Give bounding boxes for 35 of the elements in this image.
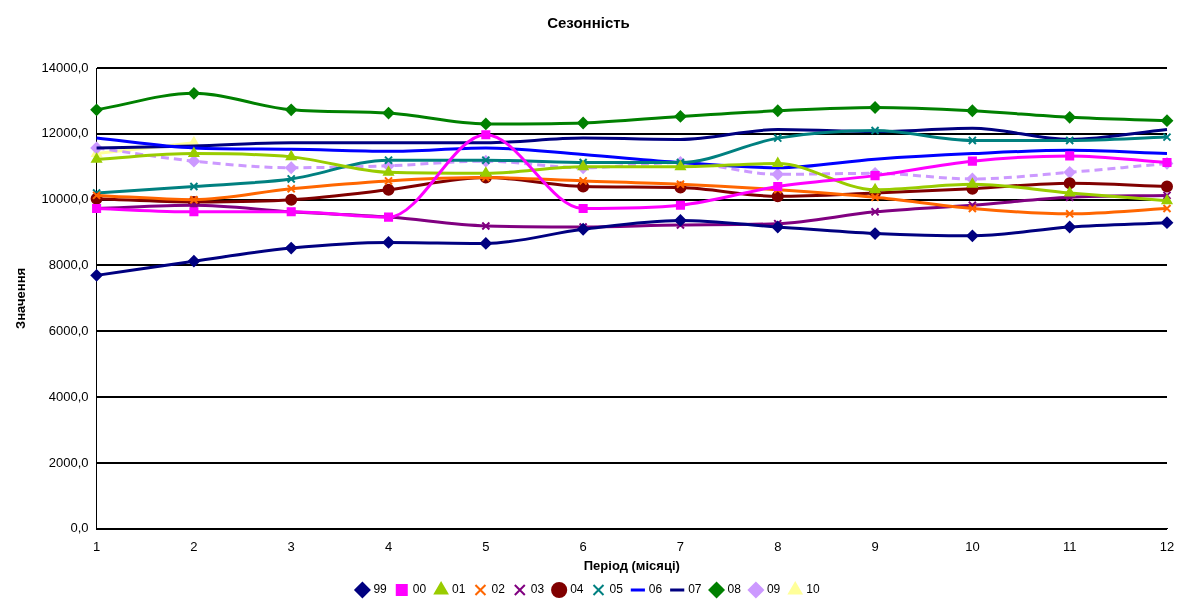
- x-tick-label: 1: [92, 539, 101, 555]
- legend-label: 02: [491, 582, 506, 597]
- legend-label: 01: [452, 582, 466, 597]
- x-tick-label: 11: [1062, 539, 1077, 555]
- x-tick-label: 12: [1159, 539, 1175, 555]
- x-axis-title: Період (місяці): [583, 557, 680, 573]
- x-tick-label: 5: [482, 539, 490, 555]
- legend-label: 05: [609, 582, 624, 597]
- y-tick-label: 6000,0: [48, 322, 89, 338]
- legend-label: 04: [570, 582, 584, 597]
- x-tick-label: 4: [384, 539, 393, 555]
- x-tick-label: 10: [965, 539, 980, 555]
- y-tick-label: 2000,0: [48, 454, 89, 470]
- x-tick-label: 8: [774, 539, 782, 555]
- legend-label: 09: [766, 582, 781, 597]
- x-tick-label: 2: [190, 539, 198, 555]
- x-tick-label: 6: [579, 539, 587, 555]
- chart-title: Сезонність: [547, 14, 630, 32]
- y-tick-label: 10000,0: [41, 191, 89, 207]
- y-tick-label: 14000,0: [41, 59, 89, 75]
- y-tick-label: 4000,0: [48, 388, 89, 404]
- y-tick-label: 0,0: [70, 520, 89, 536]
- legend-label: 06: [648, 582, 663, 597]
- y-tick-label: 8000,0: [48, 257, 89, 273]
- legend-label: 00: [412, 582, 427, 597]
- x-tick-label: 3: [287, 539, 295, 555]
- legend-label: 03: [530, 582, 545, 597]
- y-axis-title: Значення: [13, 267, 29, 329]
- legend-label: 07: [688, 582, 702, 597]
- x-tick-label: 9: [871, 539, 879, 555]
- x-tick-label: 7: [676, 539, 685, 555]
- legend-label: 08: [727, 582, 742, 597]
- y-tick-label: 12000,0: [41, 125, 89, 141]
- legend-label: 99: [373, 582, 388, 597]
- legend-label: 10: [806, 582, 820, 597]
